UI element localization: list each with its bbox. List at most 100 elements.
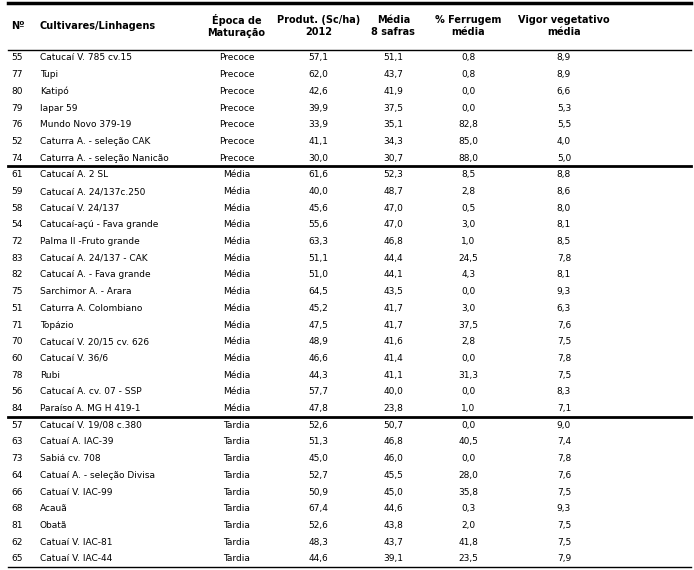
Text: 65: 65: [11, 554, 23, 563]
Text: 85,0: 85,0: [459, 137, 478, 146]
Text: 3,0: 3,0: [462, 304, 475, 313]
Text: 88,0: 88,0: [459, 153, 478, 162]
Text: 7,8: 7,8: [557, 354, 571, 363]
Text: 41,8: 41,8: [459, 538, 478, 547]
Text: 60: 60: [11, 354, 23, 363]
Text: 0,3: 0,3: [462, 504, 475, 513]
Text: 7,5: 7,5: [557, 337, 571, 346]
Text: 84: 84: [11, 404, 22, 413]
Text: Sabiá cv. 708: Sabiá cv. 708: [40, 454, 101, 463]
Text: 0,0: 0,0: [462, 287, 475, 296]
Text: Paraíso A. MG H 419-1: Paraíso A. MG H 419-1: [40, 404, 140, 413]
Text: 52: 52: [11, 137, 22, 146]
Text: Precoce: Precoce: [219, 120, 254, 129]
Text: Catucaí A. 2 SL: Catucaí A. 2 SL: [40, 170, 108, 180]
Text: 52,6: 52,6: [308, 521, 328, 530]
Text: Cultivares/Linhagens: Cultivares/Linhagens: [40, 21, 156, 31]
Text: 5,5: 5,5: [557, 120, 571, 129]
Text: 40,5: 40,5: [459, 437, 478, 446]
Text: 41,9: 41,9: [384, 87, 403, 96]
Text: 0,0: 0,0: [462, 421, 475, 430]
Text: 7,5: 7,5: [557, 370, 571, 380]
Text: 54: 54: [11, 221, 22, 229]
Text: Média: Média: [223, 170, 250, 180]
Text: Média: Média: [223, 203, 250, 213]
Text: 80: 80: [11, 87, 23, 96]
Text: 68: 68: [11, 504, 23, 513]
Text: 51,1: 51,1: [308, 254, 328, 263]
Text: 0,0: 0,0: [462, 87, 475, 96]
Text: Tardia: Tardia: [223, 471, 250, 480]
Text: Média: Média: [223, 221, 250, 229]
Text: 58: 58: [11, 203, 23, 213]
Text: 8,6: 8,6: [557, 187, 571, 196]
Text: 48,3: 48,3: [308, 538, 328, 547]
Text: Katipó: Katipó: [40, 87, 69, 96]
Text: 1,0: 1,0: [462, 237, 475, 246]
Text: 0,8: 0,8: [462, 54, 475, 63]
Text: Catuaí A. IAC-39: Catuaí A. IAC-39: [40, 437, 113, 446]
Text: 51: 51: [11, 304, 23, 313]
Text: 51,3: 51,3: [308, 437, 328, 446]
Text: 43,8: 43,8: [384, 521, 403, 530]
Text: Média: Média: [223, 237, 250, 246]
Text: Catucaí A. cv. 07 - SSP: Catucaí A. cv. 07 - SSP: [40, 388, 142, 396]
Text: 23,5: 23,5: [459, 554, 478, 563]
Text: 41,1: 41,1: [384, 370, 403, 380]
Text: 82,8: 82,8: [459, 120, 478, 129]
Text: 70: 70: [11, 337, 23, 346]
Text: 7,1: 7,1: [557, 404, 571, 413]
Text: Precoce: Precoce: [219, 54, 254, 63]
Text: 67,4: 67,4: [308, 504, 328, 513]
Text: Precoce: Precoce: [219, 87, 254, 96]
Text: Tardia: Tardia: [223, 554, 250, 563]
Text: 8,9: 8,9: [557, 54, 571, 63]
Text: Média: Média: [223, 187, 250, 196]
Text: 41,6: 41,6: [384, 337, 403, 346]
Text: 47,5: 47,5: [308, 320, 328, 329]
Text: 8,5: 8,5: [462, 170, 475, 180]
Text: 57,7: 57,7: [308, 388, 328, 396]
Text: 8,0: 8,0: [557, 203, 571, 213]
Text: 43,7: 43,7: [384, 538, 403, 547]
Text: 45,0: 45,0: [308, 454, 328, 463]
Text: 0,0: 0,0: [462, 354, 475, 363]
Text: Topázio: Topázio: [40, 320, 74, 329]
Text: 2,8: 2,8: [462, 337, 475, 346]
Text: 44,6: 44,6: [309, 554, 328, 563]
Text: Catucaí V. 20/15 cv. 626: Catucaí V. 20/15 cv. 626: [40, 337, 149, 346]
Text: 52,6: 52,6: [308, 421, 328, 430]
Text: 39,9: 39,9: [308, 104, 328, 112]
Text: Tardia: Tardia: [223, 538, 250, 547]
Text: 8,1: 8,1: [557, 271, 571, 279]
Text: 34,3: 34,3: [384, 137, 403, 146]
Text: 52,7: 52,7: [308, 471, 328, 480]
Text: 71: 71: [11, 320, 23, 329]
Text: 72: 72: [11, 237, 22, 246]
Text: 7,5: 7,5: [557, 521, 571, 530]
Text: Caturra A. - seleção CAK: Caturra A. - seleção CAK: [40, 137, 150, 146]
Text: Catucaí V. 24/137: Catucaí V. 24/137: [40, 203, 119, 213]
Text: 37,5: 37,5: [383, 104, 403, 112]
Text: 47,0: 47,0: [384, 203, 403, 213]
Text: 2,0: 2,0: [462, 521, 475, 530]
Text: 39,1: 39,1: [383, 554, 403, 563]
Text: 66: 66: [11, 487, 23, 496]
Text: 45,0: 45,0: [384, 487, 403, 496]
Text: 76: 76: [11, 120, 23, 129]
Text: 5,3: 5,3: [557, 104, 571, 112]
Text: 4,3: 4,3: [462, 271, 475, 279]
Text: Obatã: Obatã: [40, 521, 67, 530]
Text: 7,6: 7,6: [557, 320, 571, 329]
Text: 0,5: 0,5: [462, 203, 475, 213]
Text: 8,8: 8,8: [557, 170, 571, 180]
Text: 41,4: 41,4: [384, 354, 403, 363]
Text: 45,5: 45,5: [384, 471, 403, 480]
Text: Precoce: Precoce: [219, 70, 254, 79]
Text: Tardia: Tardia: [223, 454, 250, 463]
Text: Precoce: Precoce: [219, 137, 254, 146]
Text: Média: Média: [223, 404, 250, 413]
Text: 46,0: 46,0: [384, 454, 403, 463]
Text: 30,0: 30,0: [308, 153, 328, 162]
Text: 1,0: 1,0: [462, 404, 475, 413]
